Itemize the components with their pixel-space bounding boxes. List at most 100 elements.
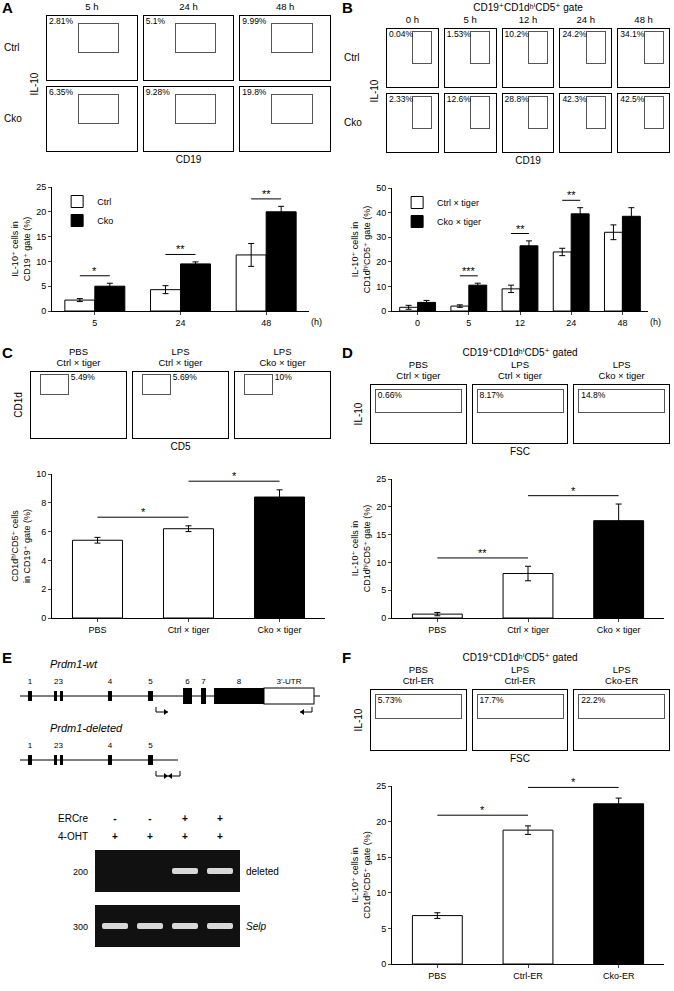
svg-text:10: 10 bbox=[376, 558, 386, 568]
svg-text:0: 0 bbox=[381, 959, 386, 969]
svg-text:Selp: Selp bbox=[246, 921, 266, 932]
svg-text:*: * bbox=[571, 776, 576, 788]
svg-text:**: ** bbox=[176, 243, 185, 255]
svg-text:(h): (h) bbox=[311, 317, 322, 327]
svg-text:Ctrl-ER: Ctrl-ER bbox=[513, 971, 543, 981]
svg-text:**: ** bbox=[567, 189, 576, 201]
svg-text:0: 0 bbox=[41, 613, 46, 623]
svg-text:5: 5 bbox=[92, 318, 97, 328]
svg-text:200: 200 bbox=[73, 867, 88, 877]
svg-text:*: * bbox=[92, 265, 97, 277]
svg-text:PBS: PBS bbox=[428, 971, 446, 981]
svg-text:5: 5 bbox=[148, 677, 153, 686]
svg-text:0: 0 bbox=[381, 613, 386, 623]
svg-text:ERCre: ERCre bbox=[58, 813, 88, 824]
svg-text:5: 5 bbox=[148, 741, 153, 750]
svg-text:10: 10 bbox=[36, 469, 46, 479]
svg-text:+: + bbox=[217, 831, 223, 842]
svg-text:30: 30 bbox=[376, 232, 386, 242]
svg-text:Cko-ER: Cko-ER bbox=[603, 971, 635, 981]
svg-text:6: 6 bbox=[41, 527, 46, 537]
svg-text:(h): (h) bbox=[650, 317, 661, 327]
svg-text:15: 15 bbox=[376, 852, 386, 862]
svg-text:7: 7 bbox=[201, 677, 206, 686]
svg-text:5: 5 bbox=[381, 585, 386, 595]
svg-text:*: * bbox=[480, 804, 485, 816]
svg-text:Ctrl × tiger: Ctrl × tiger bbox=[507, 625, 549, 635]
svg-text:5: 5 bbox=[41, 281, 46, 291]
svg-text:10: 10 bbox=[376, 888, 386, 898]
svg-text:23: 23 bbox=[54, 677, 63, 686]
svg-text:Prdm1-wt: Prdm1-wt bbox=[50, 658, 98, 670]
svg-text:8: 8 bbox=[237, 677, 242, 686]
svg-text:+: + bbox=[182, 813, 188, 824]
svg-text:50: 50 bbox=[376, 183, 386, 193]
svg-text:25: 25 bbox=[36, 182, 46, 192]
svg-text:0: 0 bbox=[381, 306, 386, 316]
html-text:IL-10: IL-10 bbox=[28, 72, 40, 95]
svg-text:+: + bbox=[112, 831, 118, 842]
svg-text:Cko × tiger: Cko × tiger bbox=[258, 625, 302, 635]
svg-text:PBS: PBS bbox=[428, 625, 446, 635]
svg-text:20: 20 bbox=[376, 817, 386, 827]
svg-text:**: ** bbox=[478, 547, 487, 559]
svg-text:+: + bbox=[217, 813, 223, 824]
svg-text:6: 6 bbox=[185, 677, 190, 686]
svg-text:10: 10 bbox=[376, 282, 386, 292]
svg-text:+: + bbox=[182, 831, 188, 842]
svg-text:4-OHT: 4-OHT bbox=[58, 831, 88, 842]
svg-text:1: 1 bbox=[28, 741, 33, 750]
svg-text:20: 20 bbox=[36, 207, 46, 217]
svg-text:0: 0 bbox=[415, 318, 420, 328]
svg-text:1: 1 bbox=[28, 677, 33, 686]
svg-text:23: 23 bbox=[54, 741, 63, 750]
svg-text:Prdm1-deleted: Prdm1-deleted bbox=[50, 722, 123, 734]
svg-text:40: 40 bbox=[376, 208, 386, 218]
svg-text:10: 10 bbox=[36, 257, 46, 267]
svg-text:*: * bbox=[232, 470, 237, 482]
svg-text:300: 300 bbox=[73, 922, 88, 932]
svg-text:IL-10⁺ cells inCD19⁺ gate (%): IL-10⁺ cells inCD19⁺ gate (%) bbox=[10, 217, 32, 281]
svg-text:4: 4 bbox=[108, 677, 113, 686]
svg-text:IL-10⁺ cells inCD1dʰⁱCD5⁺ gate: IL-10⁺ cells inCD1dʰⁱCD5⁺ gate (%) bbox=[350, 505, 372, 592]
svg-text:IL-10⁺ cells inCD1dʰⁱCD5⁺ gate: IL-10⁺ cells inCD1dʰⁱCD5⁺ gate (%) bbox=[350, 831, 372, 918]
svg-text:0: 0 bbox=[41, 306, 46, 316]
svg-text:2: 2 bbox=[41, 584, 46, 594]
html-text:IL-10: IL-10 bbox=[368, 79, 380, 102]
svg-text:Cko × tiger: Cko × tiger bbox=[597, 625, 641, 635]
svg-text:-: - bbox=[148, 813, 151, 824]
svg-text:3'-UTR: 3'-UTR bbox=[276, 677, 301, 686]
svg-text:15: 15 bbox=[376, 530, 386, 540]
svg-text:*: * bbox=[141, 506, 146, 518]
svg-text:IL-10⁺ cells inCD1dʰⁱCD5⁺ gate: IL-10⁺ cells inCD1dʰⁱCD5⁺ gate (%) bbox=[350, 206, 372, 293]
svg-text:24: 24 bbox=[175, 318, 185, 328]
svg-text:Ctrl: Ctrl bbox=[97, 197, 111, 207]
svg-text:***: *** bbox=[462, 265, 476, 277]
svg-text:CD1dʰⁱCD5⁺ cellsin CD19⁺ gate: CD1dʰⁱCD5⁺ cellsin CD19⁺ gate (%) bbox=[10, 509, 32, 583]
svg-text:Ctrl × tiger: Ctrl × tiger bbox=[168, 625, 210, 635]
svg-text:12: 12 bbox=[515, 318, 525, 328]
svg-text:-: - bbox=[113, 813, 116, 824]
svg-text:**: ** bbox=[262, 188, 271, 200]
svg-text:PBS: PBS bbox=[88, 625, 106, 635]
svg-text:4: 4 bbox=[41, 556, 46, 566]
svg-text:25: 25 bbox=[376, 474, 386, 484]
svg-text:15: 15 bbox=[36, 232, 46, 242]
svg-text:25: 25 bbox=[376, 781, 386, 791]
svg-text:4: 4 bbox=[108, 741, 113, 750]
svg-text:48: 48 bbox=[617, 318, 627, 328]
svg-text:20: 20 bbox=[376, 502, 386, 512]
svg-text:+: + bbox=[147, 831, 153, 842]
svg-text:24: 24 bbox=[566, 318, 576, 328]
svg-text:8: 8 bbox=[41, 498, 46, 508]
svg-text:Ctrl × tiger: Ctrl × tiger bbox=[437, 198, 479, 208]
svg-text:5: 5 bbox=[466, 318, 471, 328]
svg-text:Cko: Cko bbox=[97, 216, 113, 226]
svg-text:5: 5 bbox=[381, 924, 386, 934]
svg-text:*: * bbox=[571, 485, 576, 497]
svg-text:**: ** bbox=[516, 223, 525, 235]
svg-text:Cko × tiger: Cko × tiger bbox=[437, 217, 481, 227]
svg-text:20: 20 bbox=[376, 257, 386, 267]
svg-text:48: 48 bbox=[261, 318, 271, 328]
svg-text:deleted: deleted bbox=[246, 866, 279, 877]
